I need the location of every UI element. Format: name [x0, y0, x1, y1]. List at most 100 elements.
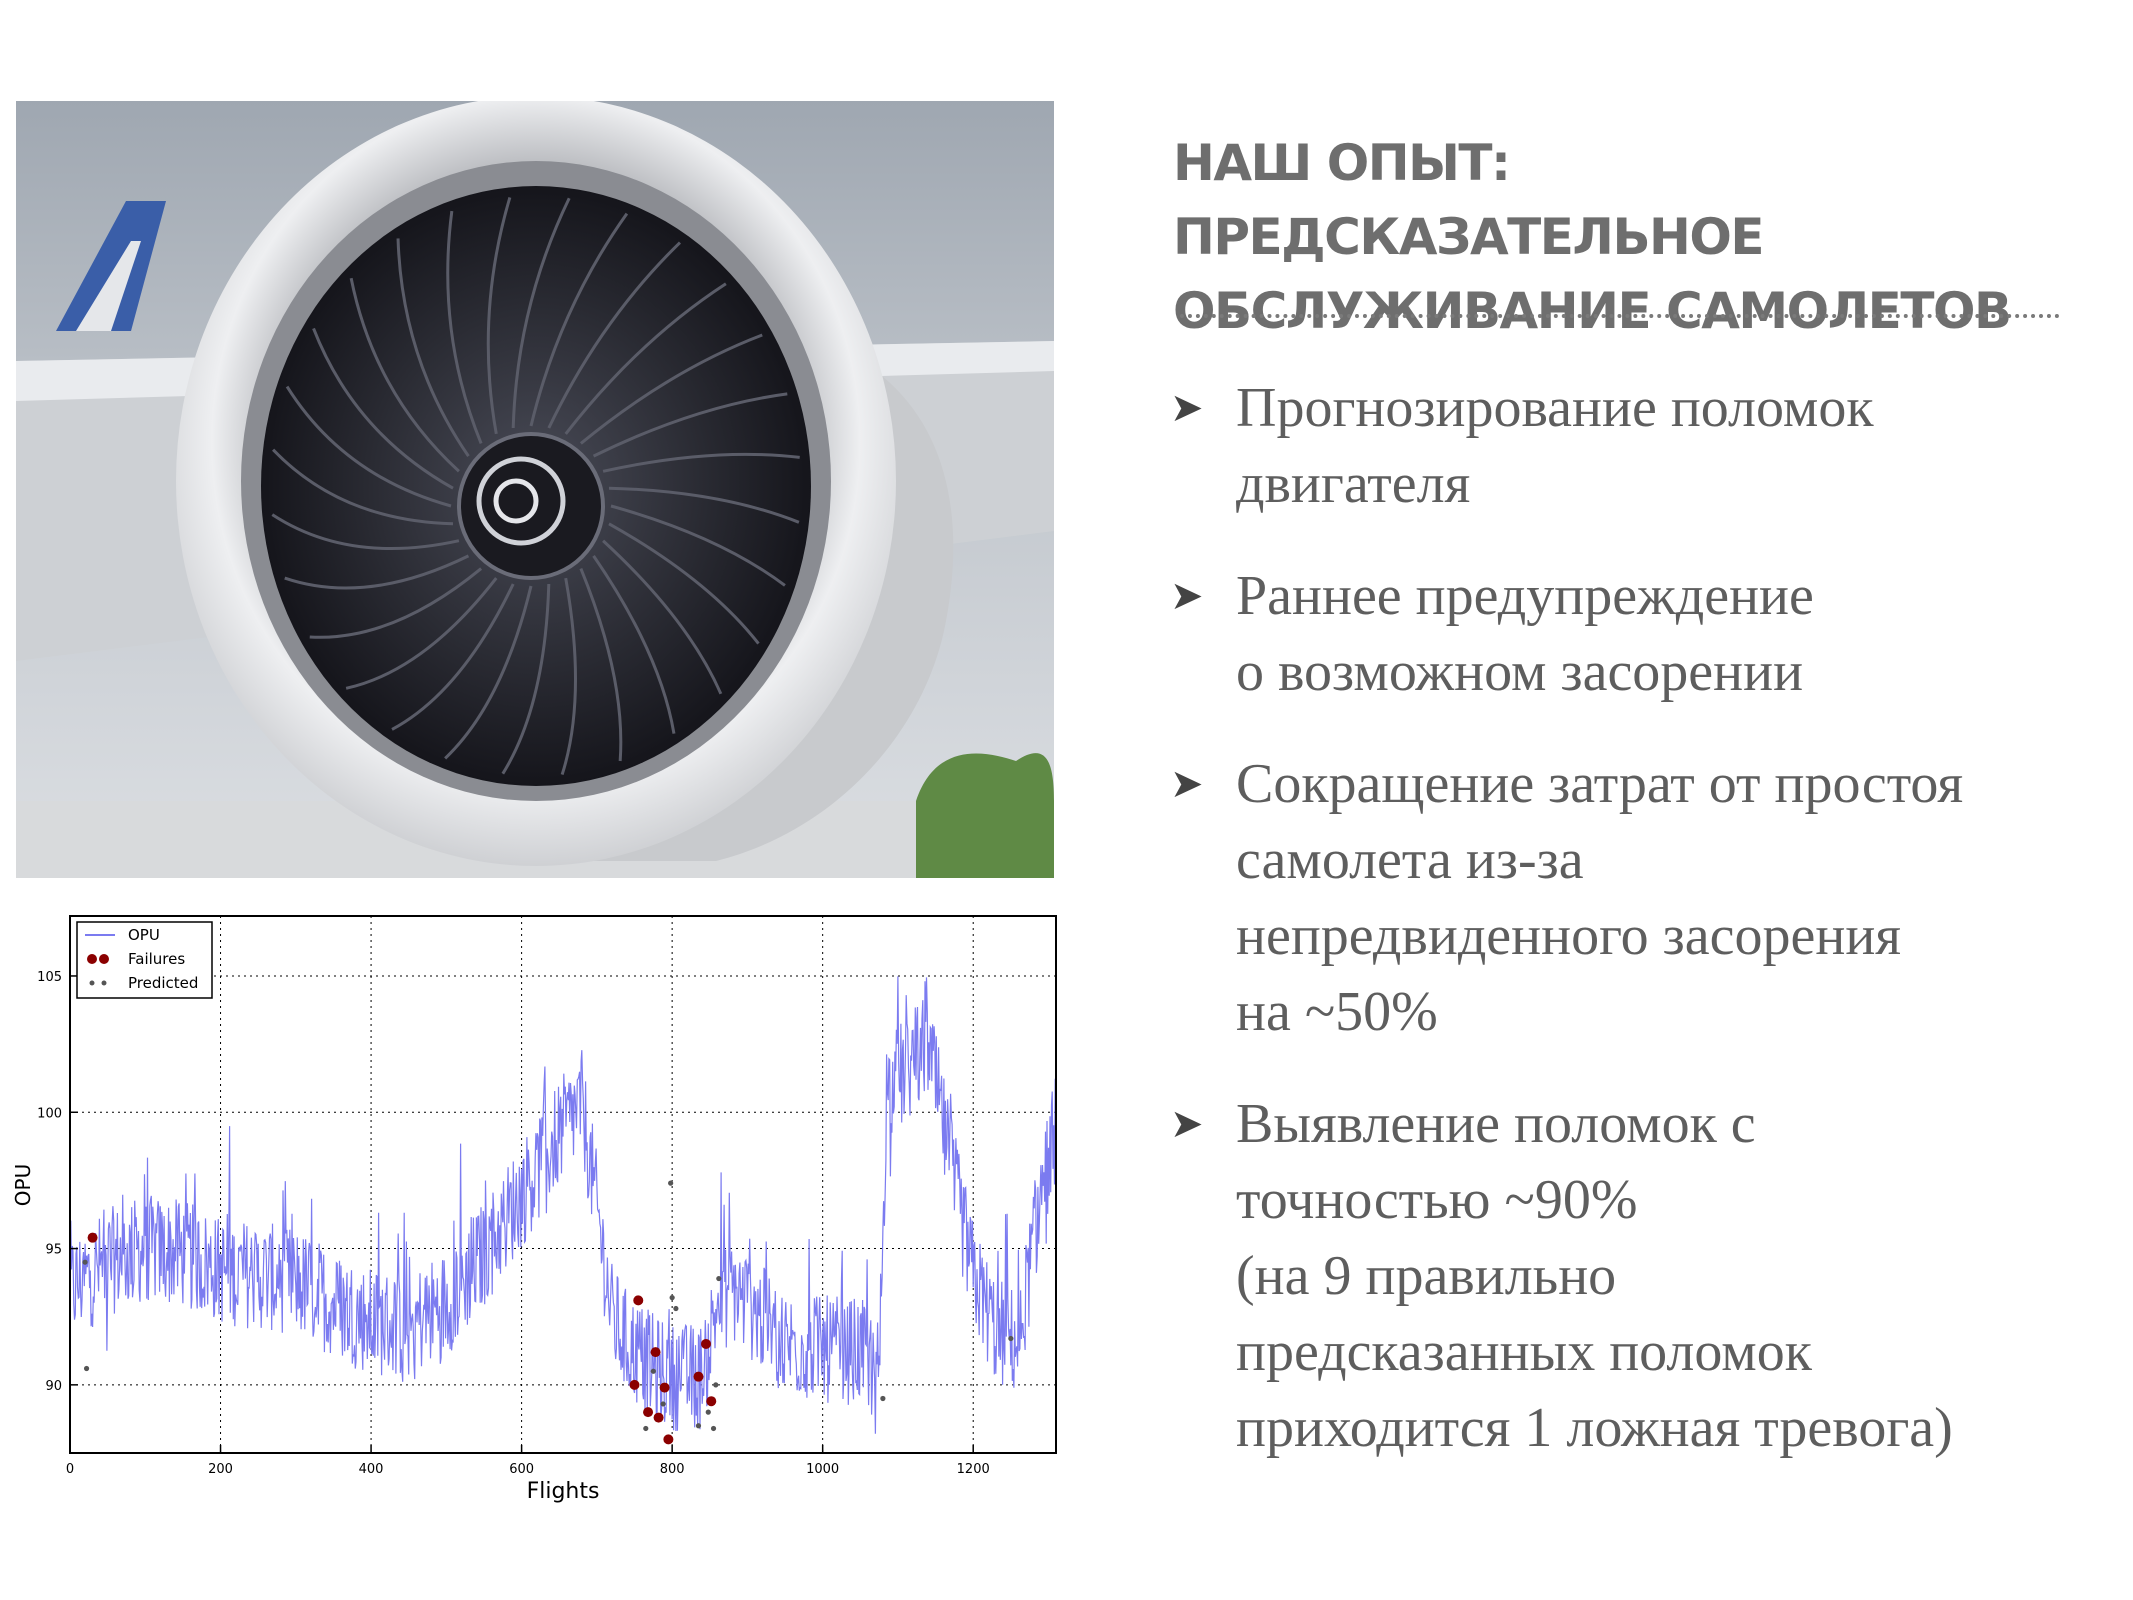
bullet-text-line: предсказанных поломок [1236, 1321, 1812, 1383]
predicted-point [650, 1368, 656, 1374]
fan-blade [602, 452, 800, 473]
fan-blade [610, 504, 786, 587]
fan-blade [486, 196, 512, 435]
predicted-point [83, 1365, 90, 1372]
slide-title-line-2: ОБСЛУЖИВАНИЕ САМОЛЕТОВ [1173, 282, 2012, 340]
arrow-bullet-icon: ➤ [1170, 761, 1204, 807]
fan-blade [511, 197, 571, 429]
bullet-text-line: (на 9 правильно [1236, 1245, 1617, 1307]
failure-point [659, 1382, 670, 1393]
legend-predicted-swatch-a [89, 980, 95, 986]
y-axis-label: OPU [11, 1164, 35, 1206]
predicted-point [713, 1382, 719, 1388]
y-tick-label: 105 [37, 970, 62, 985]
fan-blade [501, 583, 551, 775]
fan-blade [271, 513, 460, 551]
x-tick-label: 400 [359, 1462, 384, 1477]
failure-point [643, 1407, 654, 1418]
bullet-item: ➤ Прогнозирование поломок двигателя [1170, 370, 2110, 522]
fan-blade [309, 567, 483, 639]
predicted-point [660, 1401, 666, 1407]
fan-blade [592, 392, 788, 458]
plot-frame [69, 915, 1057, 1454]
bullet-item: ➤ Сокращение затрат от простоя самолета из… [1170, 746, 2110, 1050]
slide-title: НАШ ОПЫТ: ПРЕДСКАЗАТЕЛЬНОЕ ОБСЛУЖИВАНИЕ … [1173, 126, 2093, 348]
chart-markers [82, 1180, 1014, 1445]
predicted-point [669, 1295, 675, 1301]
failure-point [629, 1379, 640, 1390]
bullet-text-line: двигателя [1236, 453, 1471, 515]
fan-blade [285, 385, 452, 508]
x-tick-label: 1200 [957, 1462, 990, 1477]
fan-blade [547, 241, 682, 429]
x-axis-label: Flights [527, 1479, 600, 1504]
fan-blade [592, 555, 676, 734]
y-tick-label: 100 [37, 1106, 62, 1121]
fan-blade [312, 327, 454, 490]
fan-blade [564, 282, 727, 435]
bullet-text-line: о возможном засорении [1236, 641, 1804, 703]
fan-blade [396, 238, 470, 457]
slide-title-line-1: НАШ ОПЫТ: ПРЕДСКАЗАТЕЛЬНОЕ [1173, 134, 1765, 266]
legend-predicted-label: Predicted [128, 974, 198, 992]
x-tick-label: 800 [660, 1462, 685, 1477]
bullet-text-line: Прогнозирование поломок [1236, 377, 1874, 439]
bullet-text-line: самолета из-за [1236, 829, 1584, 891]
failure-point [663, 1434, 674, 1445]
predicted-point [880, 1395, 886, 1402]
bullet-text-line: точностью ~90% [1236, 1169, 1638, 1231]
fan-blade [608, 522, 760, 645]
predicted-point [82, 1259, 88, 1265]
x-tick-label: 600 [509, 1462, 534, 1477]
fan-blade [602, 539, 723, 695]
opu-line [69, 976, 1057, 1434]
fan-blade [444, 585, 533, 760]
failure-point [87, 1232, 98, 1243]
predicted-point [673, 1305, 679, 1312]
bullet-text-line: приходится 1 ложная тревога) [1236, 1397, 1953, 1459]
opu-series-path [69, 976, 1057, 1434]
fan-blade [579, 567, 623, 762]
predicted-point [695, 1423, 702, 1429]
predicted-point [716, 1275, 722, 1282]
bullet-text-line: Выявление поломок с [1236, 1093, 1756, 1155]
predicted-point [643, 1425, 649, 1432]
bullet-item: ➤ Раннее предупреждение о возможном засоре… [1170, 558, 2110, 710]
legend-predicted-swatch-b [101, 980, 107, 986]
chart-legend: OPU Failures Predicted [76, 921, 213, 999]
bullet-text-line: Сокращение затрат от простоя [1236, 753, 1964, 815]
arrow-bullet-icon: ➤ [1170, 385, 1204, 431]
dotted-divider [1180, 314, 2060, 318]
fan-blade [446, 210, 483, 445]
x-tick-label: 1000 [806, 1462, 839, 1477]
chart-ticks: 0 200 400 600 800 1000 1200 90 95 100 105 [37, 970, 990, 1477]
y-tick-label: 95 [45, 1243, 62, 1258]
bullet-text-line: непредвиденного засорения [1236, 905, 1902, 967]
fan-blade [272, 448, 454, 526]
failure-point [693, 1371, 704, 1382]
fan-blade [345, 577, 498, 690]
arrow-bullet-icon: ➤ [1170, 1101, 1204, 1147]
failure-point [706, 1396, 717, 1407]
failure-point [650, 1347, 661, 1358]
fan-blade [560, 577, 577, 776]
fan-blade [349, 277, 460, 473]
legend-opu-label: OPU [128, 926, 160, 944]
legend-failures-label: Failures [128, 950, 185, 968]
failure-point [653, 1412, 664, 1423]
legend-failures-swatch-b [99, 954, 109, 964]
predicted-point [1008, 1335, 1014, 1342]
bullet-text-line: на ~50% [1236, 981, 1438, 1043]
engine-photo [16, 101, 1054, 878]
failure-point [701, 1338, 712, 1349]
fan-blade [608, 486, 800, 524]
x-tick-label: 200 [208, 1462, 233, 1477]
arrow-bullet-icon: ➤ [1170, 573, 1204, 619]
fan-blade [284, 554, 470, 590]
predicted-point [668, 1180, 674, 1186]
fan-blade [579, 333, 763, 445]
failure-point [633, 1295, 644, 1306]
predicted-point [710, 1425, 717, 1432]
bullet-item: ➤ Выявление поломок с точностью ~90% (на 9 … [1170, 1086, 2110, 1466]
